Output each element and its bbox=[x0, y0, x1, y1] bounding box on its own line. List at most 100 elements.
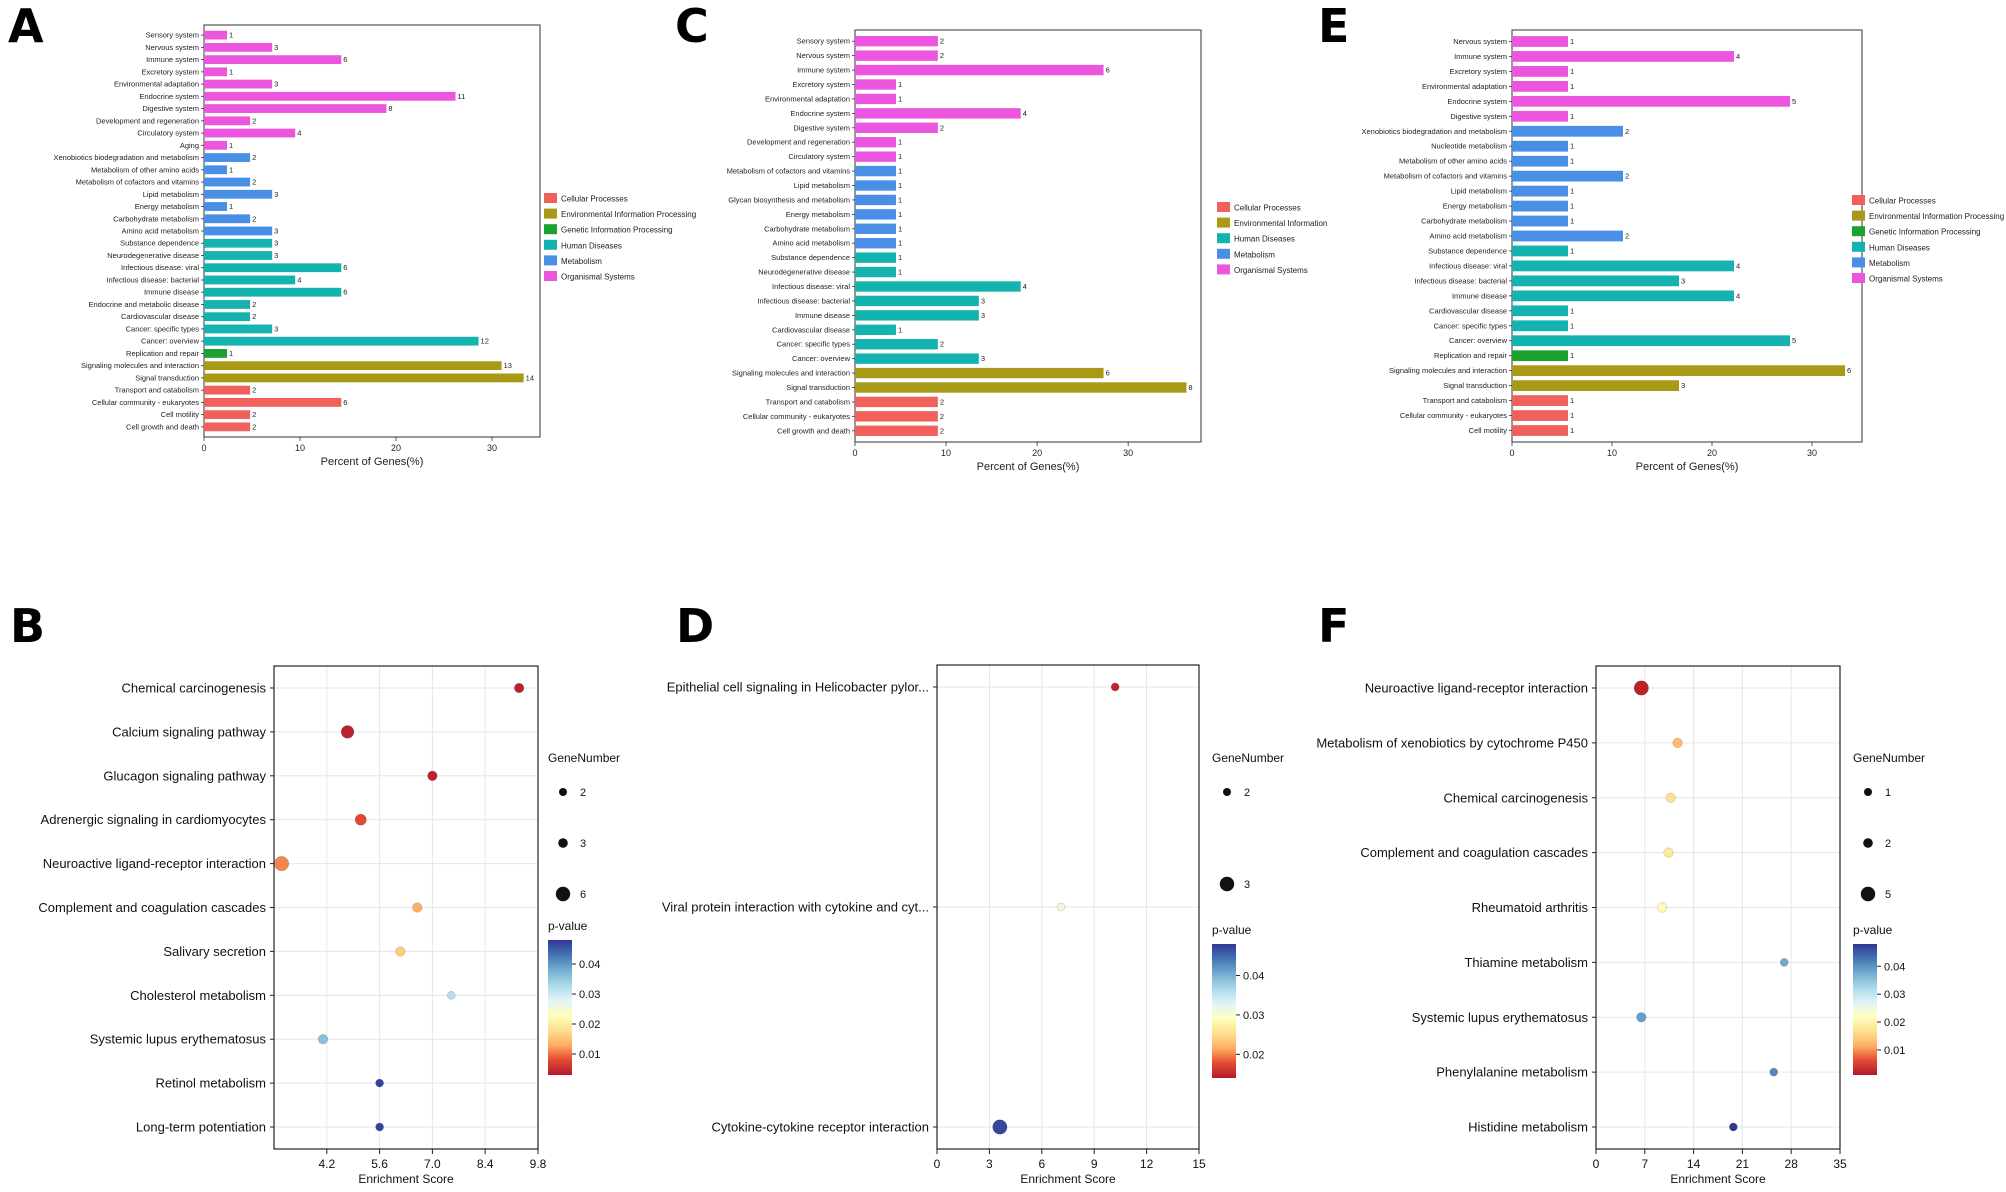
legend-swatch bbox=[1852, 210, 1865, 221]
category-label: Cardiovascular disease bbox=[1429, 306, 1507, 315]
size-legend-dot bbox=[1860, 886, 1876, 902]
category-label: Replication and repair bbox=[1434, 351, 1507, 360]
size-legend-label: 3 bbox=[1244, 879, 1250, 891]
category-label: Environmental adaptation bbox=[1422, 82, 1507, 91]
bar-count-label: 1 bbox=[229, 202, 233, 211]
legend-swatch bbox=[1852, 273, 1865, 283]
enrichment-point bbox=[1665, 792, 1676, 803]
x-axis-label: Percent of Genes(%) bbox=[977, 461, 1080, 473]
bar bbox=[1512, 320, 1568, 332]
x-tick-label: 6 bbox=[1038, 1157, 1045, 1171]
colorbar-tick-label: 0.02 bbox=[1243, 1049, 1264, 1061]
bar-count-label: 2 bbox=[252, 300, 256, 309]
category-label: Energy metabolism bbox=[786, 210, 850, 219]
bar bbox=[204, 251, 273, 260]
category-label: Sensory system bbox=[146, 31, 199, 40]
category-label: Replication and repair bbox=[126, 349, 199, 358]
bar bbox=[1512, 80, 1568, 92]
bar bbox=[204, 312, 251, 322]
category-label: Metabolism of cofactors and vitamins bbox=[727, 167, 851, 176]
bar bbox=[204, 385, 251, 395]
bar bbox=[204, 214, 251, 224]
category-label: Signaling molecules and interaction bbox=[1389, 366, 1507, 375]
x-axis-label: Enrichment Score bbox=[1020, 1172, 1116, 1186]
category-label: Cardiovascular disease bbox=[121, 312, 199, 321]
bar-count-label: 6 bbox=[343, 288, 347, 297]
size-legend-label: 3 bbox=[580, 838, 586, 850]
category-label: Cancer: overview bbox=[141, 337, 200, 346]
enrichment-point bbox=[1663, 847, 1674, 858]
category-label: Immune system bbox=[1454, 52, 1507, 61]
category-label: Endocrine system bbox=[1447, 97, 1507, 106]
bar-count-label: 8 bbox=[388, 104, 392, 113]
term-label: Neuroactive ligand-receptor interaction bbox=[43, 856, 266, 871]
bar bbox=[204, 202, 228, 211]
x-tick-label: 30 bbox=[1807, 448, 1817, 458]
legend-entry: Organismal Systems bbox=[1234, 266, 1308, 275]
category-label: Neurodegenerative disease bbox=[107, 251, 199, 260]
category-label: Development and regeneration bbox=[747, 138, 850, 147]
size-legend: GeneNumber 2 3 bbox=[1212, 751, 1284, 892]
bar-count-label: 2 bbox=[940, 123, 944, 132]
bar-count-label: 3 bbox=[274, 80, 278, 89]
bar-count-label: 2 bbox=[1625, 172, 1629, 181]
category-label: Aging bbox=[180, 141, 199, 150]
bar bbox=[204, 238, 273, 248]
panel-letter: B bbox=[10, 599, 45, 653]
size-legend-dot bbox=[1864, 788, 1872, 796]
bar bbox=[204, 55, 342, 65]
colorbar-tick-label: 0.04 bbox=[1243, 971, 1264, 983]
category-label: Glycan biosynthesis and metabolism bbox=[728, 195, 850, 204]
bar-count-label: 4 bbox=[1736, 291, 1740, 300]
bar-count-label: 2 bbox=[252, 178, 256, 187]
legend-entry: Metabolism bbox=[1234, 250, 1275, 259]
bar bbox=[204, 140, 228, 150]
term-label: Salivary secretion bbox=[163, 944, 266, 959]
bar bbox=[204, 128, 296, 138]
bar bbox=[204, 91, 456, 101]
bar bbox=[204, 226, 273, 236]
size-legend: GeneNumber 1 2 5 bbox=[1853, 751, 1925, 902]
category-label: Cancer: specific types bbox=[777, 340, 851, 349]
x-tick-label: 30 bbox=[1123, 448, 1133, 458]
legend-entry: Metabolism bbox=[1869, 259, 1910, 268]
bar bbox=[204, 104, 387, 113]
category-label: Metabolism of cofactors and vitamins bbox=[76, 178, 200, 187]
enrichment-point bbox=[514, 682, 525, 694]
x-tick-label: 10 bbox=[1607, 448, 1617, 458]
category-label: Metabolism of cofactors and vitamins bbox=[1384, 172, 1508, 181]
enrichment-point bbox=[992, 1119, 1008, 1135]
x-tick-label: 9.8 bbox=[530, 1157, 547, 1171]
term-label: Complement and coagulation cascades bbox=[1360, 845, 1588, 860]
bar bbox=[204, 165, 228, 175]
legend-entry: Cellular Processes bbox=[561, 195, 628, 204]
bar-count-label: 2 bbox=[252, 422, 256, 431]
term-label: Retinol metabolism bbox=[155, 1076, 266, 1091]
category-label: Endocrine system bbox=[139, 92, 199, 101]
term-label: Viral protein interaction with cytokine … bbox=[662, 900, 929, 915]
term-label: Complement and coagulation cascades bbox=[38, 900, 266, 915]
category-label: Substance dependence bbox=[120, 239, 199, 248]
category-label: Infectious disease: viral bbox=[1429, 261, 1507, 270]
x-tick-label: 12 bbox=[1140, 1157, 1154, 1171]
enrichment-point bbox=[427, 770, 438, 781]
bar bbox=[204, 30, 228, 40]
bar bbox=[855, 367, 1104, 379]
category-label: Cardiovascular disease bbox=[772, 325, 850, 334]
legend-swatch bbox=[1217, 264, 1230, 275]
enrichment-point bbox=[317, 1034, 329, 1045]
bar-count-label: 2 bbox=[252, 312, 256, 321]
term-label: Chemical carcinogenesis bbox=[121, 681, 266, 696]
bar bbox=[855, 295, 979, 307]
bar bbox=[855, 353, 979, 364]
category-label: Lipid metabolism bbox=[794, 181, 850, 190]
bar-count-label: 2 bbox=[252, 386, 256, 395]
bar-count-label: 2 bbox=[940, 426, 944, 435]
bar-count-label: 1 bbox=[1570, 187, 1574, 196]
plot-frame bbox=[854, 29, 1202, 443]
category-label: Energy metabolism bbox=[1443, 202, 1507, 211]
enrichment-point bbox=[375, 1122, 384, 1132]
bar-count-label: 3 bbox=[1681, 276, 1685, 285]
colorbar-title: p-value bbox=[1853, 923, 1893, 937]
size-legend-title: GeneNumber bbox=[1853, 751, 1925, 765]
